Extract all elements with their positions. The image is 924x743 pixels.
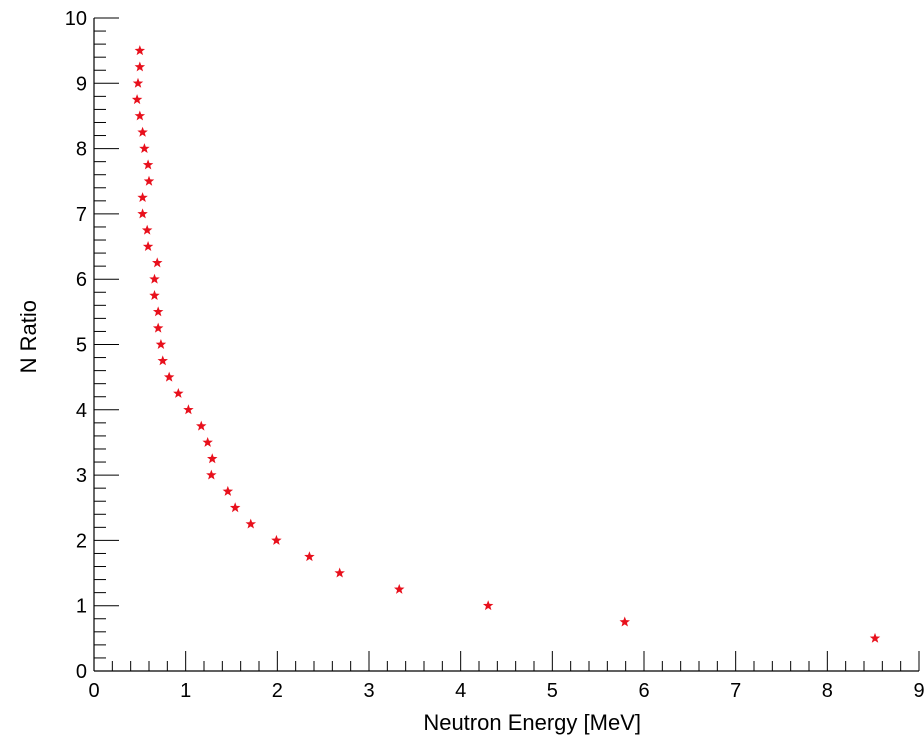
data-point-star	[304, 551, 315, 562]
data-point-star	[207, 453, 218, 464]
data-point-star	[183, 404, 194, 415]
minor-ticks	[94, 30, 902, 671]
data-point-star	[157, 355, 168, 366]
data-point-star	[222, 485, 234, 496]
y-tick-label: 7	[76, 204, 87, 226]
data-point-star	[134, 110, 146, 121]
x-tick-label: 9	[913, 680, 924, 702]
x-tick-label: 2	[272, 680, 283, 702]
y-tick-label: 8	[76, 139, 87, 161]
data-point-star	[131, 94, 143, 105]
y-tick-label: 10	[65, 8, 87, 30]
data-point-star	[619, 616, 630, 627]
data-point-star	[482, 600, 494, 611]
data-point-star	[137, 192, 148, 203]
data-point-star	[394, 583, 405, 594]
data-point-star	[869, 632, 881, 643]
y-tick-label: 3	[76, 465, 87, 487]
x-tick-label: 4	[455, 680, 466, 702]
data-point-star	[134, 61, 146, 72]
y-tick-label: 2	[76, 530, 87, 552]
data-point-star	[245, 518, 256, 529]
x-axis-title: Neutron Energy [MeV]	[423, 710, 641, 735]
data-point-star	[152, 306, 164, 317]
data-point-star	[163, 371, 175, 382]
y-tick-label: 5	[76, 335, 87, 357]
data-point-star	[142, 241, 154, 251]
data-point-star	[196, 420, 207, 431]
data-point-star	[334, 567, 345, 578]
x-tick-label: 7	[730, 680, 741, 702]
data-point-star	[149, 273, 160, 284]
data-point-star	[155, 339, 167, 349]
data-point-star	[139, 143, 150, 154]
y-axis-title: N Ratio	[16, 300, 41, 373]
data-point-star	[142, 159, 154, 170]
x-tick-label: 0	[88, 680, 99, 702]
data-point-star	[132, 77, 144, 88]
data-point-star	[152, 257, 163, 268]
data-point-star	[229, 502, 241, 513]
x-tick-label: 5	[547, 680, 558, 702]
x-tick-label: 1	[180, 680, 191, 702]
data-point-star	[141, 224, 153, 235]
y-tick-label: 9	[76, 73, 87, 95]
y-tick-label: 4	[76, 400, 87, 422]
major-ticks	[93, 17, 920, 672]
data-point-star	[134, 45, 146, 56]
data-point-star	[152, 322, 164, 333]
data-point-star	[206, 469, 217, 480]
data-point-star	[173, 387, 184, 398]
y-tick-label: 1	[76, 596, 87, 618]
data-point-star	[143, 175, 155, 186]
data-point-star	[202, 436, 213, 447]
y-tick-label: 6	[76, 269, 87, 291]
data-point-star	[137, 208, 148, 219]
x-tick-label: 6	[638, 680, 649, 702]
data-point-star	[271, 534, 282, 545]
data-point-star	[149, 290, 160, 300]
y-tick-labels: 0 1 2 3 4 5 6 7 8 9 10	[65, 8, 87, 683]
x-tick-label: 8	[822, 680, 833, 702]
x-tick-label: 3	[363, 680, 374, 702]
x-tick-labels: 0 1 2 3 4 5 6 7 8 9	[88, 680, 924, 702]
data-point-star	[137, 126, 148, 137]
data-points	[131, 45, 881, 643]
y-tick-label: 0	[76, 661, 87, 683]
